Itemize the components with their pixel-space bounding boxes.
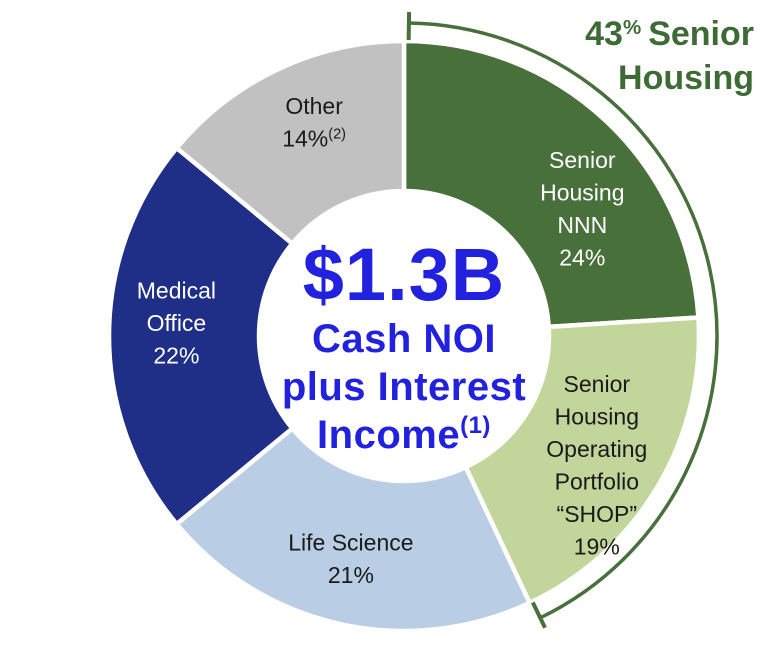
segment-percent-text: 22% [153,342,199,368]
segment-label-line: Medical [137,277,216,303]
donut-segment-medical-office [106,144,296,528]
donut-segment-group-life-science: Life Science 21% [173,425,533,634]
donut-segment-group-other: Other 14%(2) [173,38,407,247]
donut-segment-life-science [173,425,533,634]
center-label-text: plus Interest [282,365,526,409]
segment-label-line: Housing [540,180,624,206]
donut-segment-group-medical-office: Medical Office 22% [106,144,296,528]
donut-segment-other [173,38,407,247]
bracket-arc [408,21,719,620]
segment-percent-text: 14% [282,125,328,151]
donut-segment-group-senior-housing-operating-portfolio-shop: Senior Housing Operating Portfolio “SHOP” 19% [462,315,702,606]
center-label-text: Cash NOI [312,317,496,361]
center-label-line: Cash NOI [312,317,496,361]
segment-value-label: 24% [559,245,605,271]
annotation-line2: Housing [618,59,754,97]
segment-label-line: Other [285,93,343,119]
segment-label-line: NNN [557,212,607,238]
senior-housing-annotation: 43% Senior Housing [585,15,754,97]
senior-housing-bracket [406,12,719,629]
segment-percent-text: 24% [559,245,605,271]
segment-label-line: Operating [546,436,647,462]
segment-label-line: Senior [549,147,616,173]
bracket-tick-end [531,601,547,629]
center-value: $1.3B [303,233,505,316]
segment-percent-text: 21% [328,562,374,588]
segment-value-label: 22% [153,342,199,368]
donut-segment-senior-housing-operating-portfolio-shop [462,315,702,606]
segment-label-line: “SHOP” [557,501,638,527]
center-label-line: Income(1) [317,412,491,457]
segment-value-label: 21% [328,562,374,588]
segment-value-label: 14%(2) [282,125,346,151]
segment-percent-text: 19% [574,533,620,559]
segment-label-line: Senior [564,371,631,397]
annotation-value: 43 [585,15,623,53]
donut-segment-senior-housing-nnn [401,38,701,330]
segment-label-line: Housing [555,403,639,429]
segment-label-line: Portfolio [555,468,639,494]
segment-label-line: Life Science [288,530,413,556]
segment-label-line: Office [147,310,207,336]
donut-segment-group-senior-housing-nnn: Senior Housing NNN 24% [401,38,701,330]
center-label-text: Income [317,413,460,457]
annotation-percent-superscript: % [623,16,641,39]
segment-value-label: 19% [574,533,620,559]
segment-footnote-superscript: (2) [328,126,346,142]
annotation-line1: 43% Senior [585,15,754,53]
annotation-line1-rest: Senior [648,15,754,53]
center-footnote-superscript: (1) [460,412,491,439]
center-label-line: plus Interest [282,365,526,409]
